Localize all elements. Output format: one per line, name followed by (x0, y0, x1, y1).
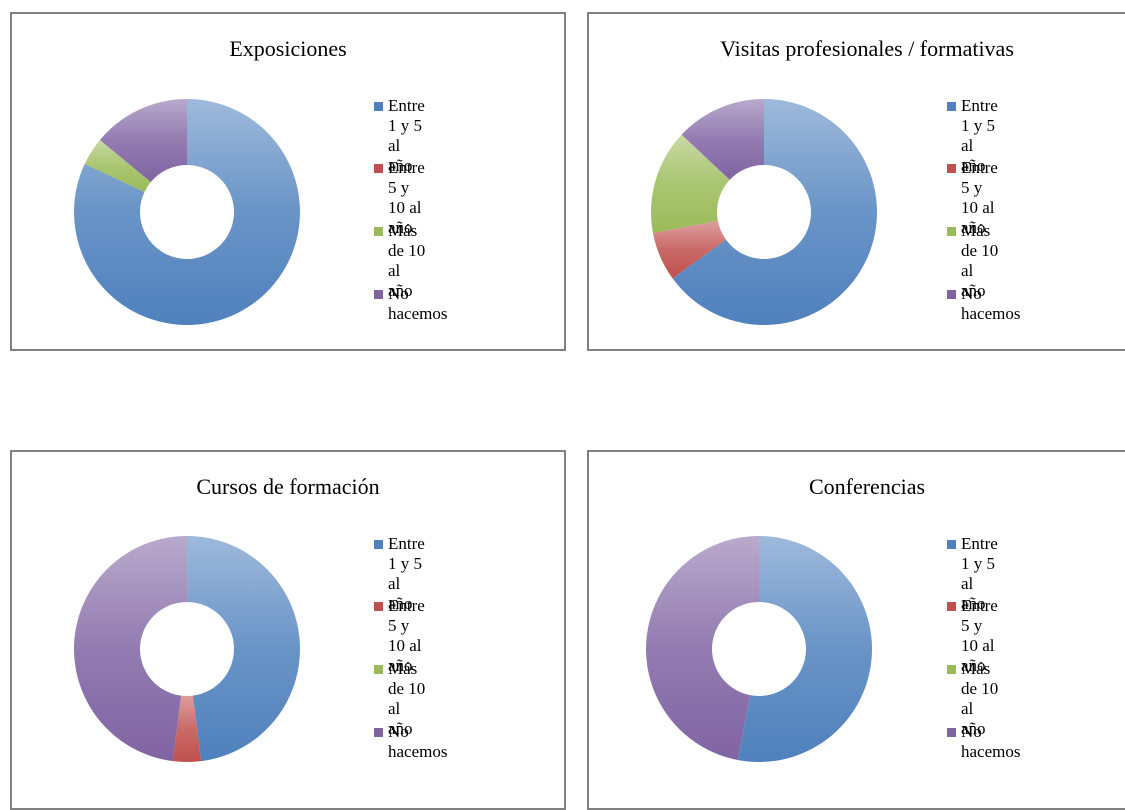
donut-segment (672, 99, 877, 325)
page: Exposiciones Entre 1 y 5 al año Entre 5 y … (10, 12, 1125, 810)
chart-panel: Cursos de formación Entre 1 y 5 al año Ent… (10, 450, 566, 810)
legend-label: No hacemos (961, 722, 1021, 761)
legend-label: Entre 1 y 5 al año (961, 534, 998, 613)
legend-swatch (947, 290, 956, 299)
chart-panel: Exposiciones Entre 1 y 5 al año Entre 5 y … (10, 12, 566, 351)
legend-swatch (947, 227, 956, 236)
legend-swatch (947, 728, 956, 737)
legend-label: Entre 5 y 10 al año (961, 158, 998, 237)
chart-title: Cursos de formación (196, 474, 380, 499)
legend-swatch (947, 665, 956, 674)
donut-segment (187, 536, 300, 762)
legend-swatch (947, 540, 956, 549)
legend-label: Entre 5 y 10 al año (961, 596, 998, 675)
legend-label: Más de 10 al año (961, 221, 999, 300)
donut-chart (74, 536, 300, 762)
legend-swatch (374, 728, 383, 737)
donut-segment (172, 695, 202, 762)
donut-segment (653, 220, 726, 279)
donut-segment (74, 99, 300, 325)
legend-swatch (374, 290, 383, 299)
chart-title: Exposiciones (229, 36, 347, 61)
legend-swatch (947, 102, 956, 111)
legend-label: No hacemos (961, 284, 1021, 323)
legend-label: Más de 10 al año (388, 659, 426, 738)
donut-chart (651, 99, 877, 325)
legend-swatch (947, 164, 956, 173)
legend-swatch (374, 665, 383, 674)
legend-swatch (374, 227, 383, 236)
chart-panel: Conferencias Entre 1 y 5 al año Entre 5 y … (587, 450, 1125, 810)
legend-label: No hacemos (388, 284, 448, 323)
donut-segment (737, 536, 872, 762)
legend-label: Entre 1 y 5 al año (388, 534, 425, 613)
donut-segment (74, 536, 187, 762)
donut-segment (99, 99, 187, 183)
legend-swatch (374, 164, 383, 173)
legend-label: Más de 10 al año (961, 659, 999, 738)
legend-label: Entre 5 y 10 al año (388, 158, 425, 237)
legend-swatch (374, 602, 383, 611)
legend-label: Más de 10 al año (388, 221, 426, 300)
chart-title: Conferencias (808, 474, 926, 499)
legend-swatch (947, 602, 956, 611)
legend-label: Entre 1 y 5 al año (388, 96, 425, 175)
legend-label: Entre 5 y 10 al año (388, 596, 425, 675)
donut-segment (681, 99, 764, 180)
legend-swatch (374, 540, 383, 549)
chart-title: Visitas profesionales / formativas (720, 36, 1014, 61)
donut-segment (645, 536, 759, 760)
donut-chart (74, 99, 300, 325)
chart-panel: Visitas profesionales / formativas Entre … (587, 12, 1125, 351)
donut-segment (651, 134, 730, 234)
legend-label: No hacemos (388, 722, 448, 761)
donut-segment (84, 139, 151, 192)
legend-label: Entre 1 y 5 al año (961, 96, 998, 175)
legend-swatch (374, 102, 383, 111)
donut-chart (645, 536, 872, 762)
